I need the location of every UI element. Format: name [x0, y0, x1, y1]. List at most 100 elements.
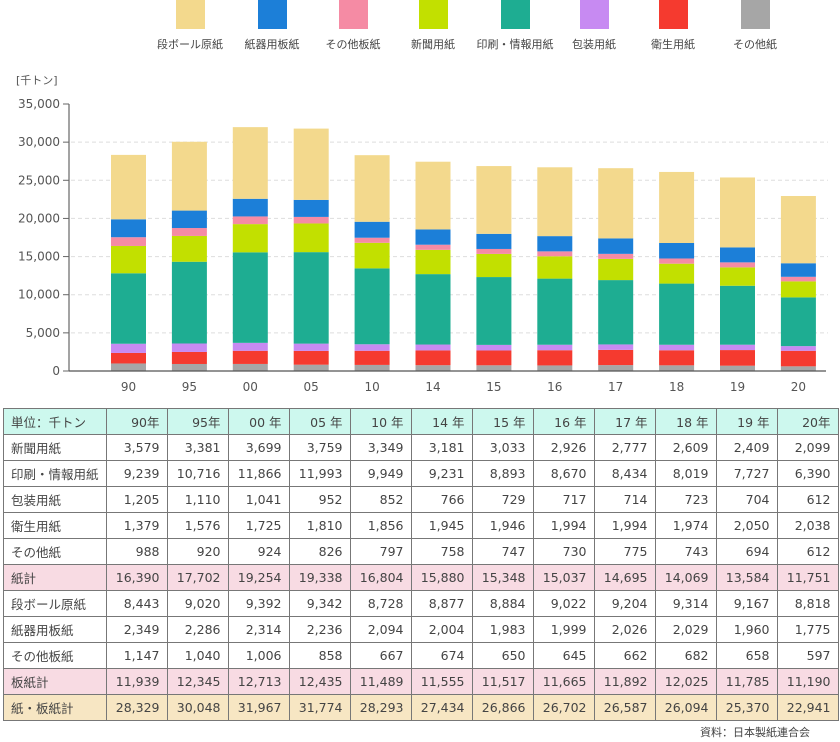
row-label: 紙・板紙計 [3, 694, 107, 721]
value-cell: 612 [776, 486, 839, 513]
bar-segment [720, 247, 755, 263]
y-tick-label: 15,000 [18, 250, 60, 264]
bar-segment [720, 267, 755, 286]
value-cell: 723 [654, 486, 717, 513]
bar-segment [171, 261, 207, 344]
value-cell: 1,040 [166, 642, 229, 669]
value-cell: 9,231 [410, 460, 473, 487]
table-header-row: 単位：千トン 90年 95年 00 年 05 年 10 年 14 年 15 年 16 年 17 年… [3, 408, 839, 435]
value-cell: 12,435 [288, 668, 351, 695]
bar-segment [293, 223, 329, 253]
legend-label: 紙器用板紙 [244, 38, 300, 51]
value-cell: 612 [776, 538, 839, 565]
bar-segment [537, 251, 573, 257]
bar-segment [780, 281, 816, 298]
bar-segment [598, 365, 634, 371]
value-cell: 11,751 [776, 564, 839, 591]
value-cell: 31,774 [288, 694, 351, 721]
value-cell: 2,314 [227, 616, 290, 643]
value-cell: 729 [471, 486, 534, 513]
bar-segment [780, 297, 816, 347]
table-row: その他紙 988 920 924 826 797 758 747 730 775 743 694 612 [3, 538, 839, 565]
bar-segment [415, 344, 451, 351]
value-cell: 924 [227, 538, 290, 565]
total-row: 紙・板紙計 28,329 30,048 31,967 31,774 28,293 27,43… [3, 694, 839, 721]
row-label: その他紙 [3, 538, 107, 565]
bar-segment [354, 155, 390, 222]
bar-segment [537, 236, 573, 252]
value-cell: 682 [654, 642, 717, 669]
source-note: 資料：日本製紙連合会 [700, 726, 810, 739]
year-header-cell: 20年 [776, 408, 839, 435]
bar-segment [293, 199, 329, 217]
value-cell: 704 [715, 486, 778, 513]
bar-segment [354, 350, 390, 365]
value-cell: 14,695 [593, 564, 656, 591]
row-label: 紙器用板紙 [3, 616, 107, 643]
row-label: 衛生用紙 [3, 512, 107, 539]
value-cell: 766 [410, 486, 473, 513]
value-cell: 12,345 [166, 668, 229, 695]
bar-segment [659, 350, 695, 366]
subtotal-row: 紙計 16,390 17,702 19,254 19,338 16,804 15,880 15… [3, 564, 839, 591]
bar-segment [598, 344, 634, 350]
bar-segment [171, 228, 207, 236]
row-label: その他板紙 [3, 642, 107, 669]
legend-label: 新聞用紙 [411, 38, 455, 51]
value-cell: 11,665 [532, 668, 595, 695]
legend-item: その他板紙 [313, 0, 393, 52]
bar-segment [780, 263, 816, 277]
value-cell: 19,254 [227, 564, 290, 591]
subtotal-row: 板紙計 11,939 12,345 12,713 12,435 11,489 11,555 1… [3, 668, 839, 695]
legend-item: その他紙 [715, 0, 795, 52]
bar-segment [354, 242, 390, 269]
table-row: その他板紙 1,147 1,040 1,006 858 667 674 650 645 662 68… [3, 642, 839, 669]
bar-segment [171, 210, 207, 229]
bar-segment [659, 344, 695, 351]
row-label: 新聞用紙 [3, 434, 107, 461]
value-cell: 28,293 [349, 694, 412, 721]
value-cell: 9,020 [166, 590, 229, 617]
value-cell: 9,239 [105, 460, 168, 487]
bar-segment [598, 168, 634, 239]
value-cell: 3,759 [288, 434, 351, 461]
value-cell: 3,381 [166, 434, 229, 461]
x-tick-label: 14 [425, 380, 440, 394]
bar-segment [476, 277, 512, 345]
value-cell: 25,370 [715, 694, 778, 721]
bar-segment [659, 171, 695, 244]
value-cell: 2,236 [288, 616, 351, 643]
value-cell: 852 [349, 486, 412, 513]
row-label: 印刷・情報用紙 [3, 460, 107, 487]
value-cell: 13,584 [715, 564, 778, 591]
row-label: 板紙計 [3, 668, 107, 695]
value-cell: 1,974 [654, 512, 717, 539]
y-tick-label: 10,000 [18, 288, 60, 302]
bar-segment [659, 365, 695, 371]
legend-label: その他紙 [733, 38, 777, 51]
bar-segment [293, 343, 329, 351]
y-tick-label: 25,000 [18, 173, 60, 187]
legend-swatch [175, 0, 205, 29]
bar-segment [537, 256, 573, 279]
row-label: 包装用紙 [3, 486, 107, 513]
value-cell: 3,033 [471, 434, 534, 461]
value-cell: 26,702 [532, 694, 595, 721]
value-cell: 1,994 [532, 512, 595, 539]
bar-segment [415, 365, 451, 371]
bar-segment [598, 280, 634, 345]
bar-segment [111, 343, 146, 353]
value-cell: 30,048 [166, 694, 229, 721]
bar-segment [659, 258, 695, 264]
table-row: 新聞用紙 3,579 3,381 3,699 3,759 3,349 3,181 3,033 2… [3, 434, 839, 461]
value-cell: 645 [532, 642, 595, 669]
value-cell: 8,818 [776, 590, 839, 617]
value-cell: 10,716 [166, 460, 229, 487]
value-cell: 12,713 [227, 668, 290, 695]
bar-segment [293, 252, 329, 344]
value-cell: 1,576 [166, 512, 229, 539]
value-cell: 2,609 [654, 434, 717, 461]
x-tick-label: 05 [304, 380, 319, 394]
bar-segment [111, 154, 146, 220]
value-cell: 28,329 [105, 694, 168, 721]
